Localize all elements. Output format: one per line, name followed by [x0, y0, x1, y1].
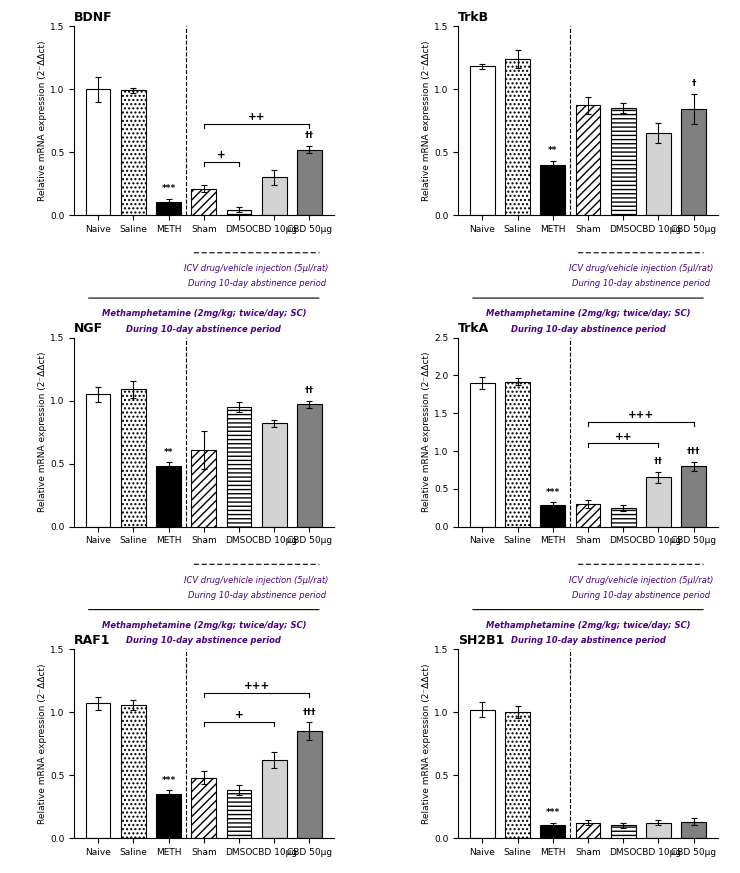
Bar — [226, 210, 252, 215]
Bar — [611, 108, 636, 215]
Text: TrkA: TrkA — [458, 322, 489, 335]
Text: RAF1: RAF1 — [74, 634, 110, 647]
Bar — [540, 826, 565, 838]
Text: +: + — [217, 150, 226, 161]
Text: **: ** — [164, 448, 173, 457]
Bar — [540, 505, 565, 526]
Text: +++: +++ — [628, 410, 654, 421]
Bar — [121, 705, 146, 838]
Text: During 10-day abstinence period: During 10-day abstinence period — [511, 325, 665, 333]
Bar — [262, 423, 286, 526]
Y-axis label: Relative mRNA expression (2⁻ΔΔct): Relative mRNA expression (2⁻ΔΔct) — [423, 40, 431, 201]
Text: Methamphetamine (2mg/kg; twice/day; SC): Methamphetamine (2mg/kg; twice/day; SC) — [485, 621, 690, 630]
Text: During 10-day abstinence period: During 10-day abstinence period — [511, 636, 665, 645]
Bar — [297, 731, 322, 838]
Text: During 10-day abstinence period: During 10-day abstinence period — [127, 325, 281, 333]
Bar — [156, 794, 181, 838]
Y-axis label: Relative mRNA expression (2⁻ΔΔct): Relative mRNA expression (2⁻ΔΔct) — [38, 663, 47, 824]
Bar — [262, 177, 286, 215]
Bar — [540, 165, 565, 215]
Text: NGF: NGF — [74, 322, 103, 335]
Bar — [86, 89, 110, 215]
Text: ICV drug/vehicle injection (5μl/rat): ICV drug/vehicle injection (5μl/rat) — [568, 265, 713, 273]
Text: **: ** — [548, 146, 557, 155]
Text: +++: +++ — [243, 682, 270, 691]
Bar — [262, 760, 286, 838]
Text: During 10-day abstinence period: During 10-day abstinence period — [187, 279, 326, 288]
Text: During 10-day abstinence period: During 10-day abstinence period — [572, 279, 710, 288]
Bar — [505, 382, 530, 526]
Y-axis label: Relative mRNA expression (2⁻ΔΔct): Relative mRNA expression (2⁻ΔΔct) — [38, 352, 47, 512]
Bar — [297, 149, 322, 215]
Text: ††: †† — [654, 457, 663, 466]
Text: During 10-day abstinence period: During 10-day abstinence period — [572, 591, 710, 600]
Bar — [226, 407, 252, 526]
Bar — [682, 109, 706, 215]
Bar — [470, 710, 494, 838]
Bar — [297, 404, 322, 526]
Bar — [646, 823, 670, 838]
Text: ++: ++ — [248, 113, 266, 122]
Bar — [156, 466, 181, 526]
Text: SH2B1: SH2B1 — [458, 634, 505, 647]
Text: †††: ††† — [687, 447, 701, 456]
Text: During 10-day abstinence period: During 10-day abstinence period — [127, 636, 281, 645]
Bar — [576, 504, 600, 526]
Text: During 10-day abstinence period: During 10-day abstinence period — [187, 591, 326, 600]
Bar — [226, 790, 252, 838]
Bar — [646, 134, 670, 215]
Text: †††: ††† — [303, 708, 316, 717]
Text: BDNF: BDNF — [74, 10, 112, 24]
Text: TrkB: TrkB — [458, 10, 489, 24]
Text: +: + — [235, 711, 243, 720]
Bar — [121, 389, 146, 526]
Text: ***: *** — [161, 775, 175, 785]
Y-axis label: Relative mRNA expression (2⁻ΔΔct): Relative mRNA expression (2⁻ΔΔct) — [38, 40, 47, 201]
Text: ***: *** — [545, 808, 560, 817]
Bar — [682, 466, 706, 526]
Text: Methamphetamine (2mg/kg; twice/day; SC): Methamphetamine (2mg/kg; twice/day; SC) — [101, 309, 306, 319]
Text: ICV drug/vehicle injection (5μl/rat): ICV drug/vehicle injection (5μl/rat) — [184, 575, 329, 585]
Bar — [576, 106, 600, 215]
Bar — [470, 383, 494, 526]
Bar — [121, 91, 146, 215]
Text: Methamphetamine (2mg/kg; twice/day; SC): Methamphetamine (2mg/kg; twice/day; SC) — [485, 309, 690, 319]
Text: †: † — [691, 79, 696, 88]
Y-axis label: Relative mRNA expression (2⁻ΔΔct): Relative mRNA expression (2⁻ΔΔct) — [423, 352, 431, 512]
Bar — [192, 778, 216, 838]
Bar — [86, 395, 110, 526]
Bar — [611, 508, 636, 526]
Y-axis label: Relative mRNA expression (2⁻ΔΔct): Relative mRNA expression (2⁻ΔΔct) — [423, 663, 431, 824]
Text: ICV drug/vehicle injection (5μl/rat): ICV drug/vehicle injection (5μl/rat) — [568, 575, 713, 585]
Bar — [470, 66, 494, 215]
Bar — [646, 478, 670, 526]
Bar — [682, 821, 706, 838]
Text: ***: *** — [161, 184, 175, 193]
Bar — [576, 823, 600, 838]
Text: Methamphetamine (2mg/kg; twice/day; SC): Methamphetamine (2mg/kg; twice/day; SC) — [101, 621, 306, 630]
Bar — [192, 450, 216, 526]
Bar — [505, 712, 530, 838]
Bar — [505, 58, 530, 215]
Bar — [611, 826, 636, 838]
Bar — [192, 189, 216, 215]
Text: ICV drug/vehicle injection (5μl/rat): ICV drug/vehicle injection (5μl/rat) — [184, 265, 329, 273]
Text: ***: *** — [545, 488, 560, 497]
Bar — [156, 203, 181, 215]
Text: ††: †† — [305, 131, 314, 140]
Text: ++: ++ — [614, 431, 632, 442]
Text: ††: †† — [305, 386, 314, 395]
Bar — [86, 704, 110, 838]
